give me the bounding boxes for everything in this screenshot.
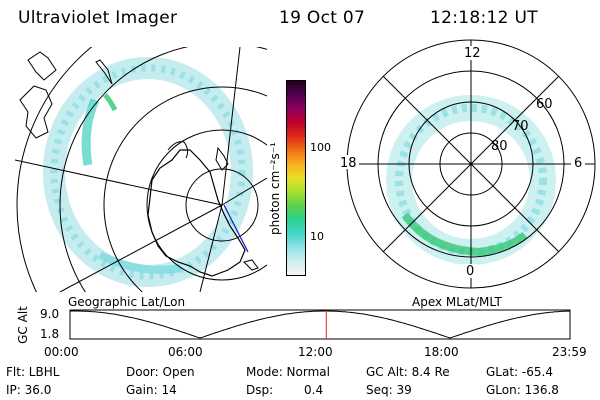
island-1	[95, 59, 113, 85]
auroral-green-patch	[103, 93, 118, 112]
mlt-label-top: 12	[464, 46, 481, 61]
tick-2359: 23:59	[552, 345, 587, 359]
timeline-ymax: 9.0	[40, 307, 60, 321]
lat-circle-2	[146, 129, 267, 281]
time-label: 12:18:12 UT	[430, 8, 538, 28]
colorbar-tick-10: 10	[310, 230, 324, 243]
status-seq: Seq: 39	[366, 383, 412, 397]
status-dsp-label: Dsp:	[246, 383, 274, 397]
auroral-bright-patch	[81, 98, 100, 166]
landmass-nw	[27, 51, 57, 81]
meridian-3	[199, 204, 223, 292]
colorbar	[286, 80, 306, 276]
status-door: Door: Open	[126, 365, 195, 379]
status-gain: Gain: 14	[126, 383, 177, 397]
meridian-5	[221, 47, 241, 206]
status-dsp-value: 0.4	[304, 383, 324, 397]
lat-label-80: 80	[491, 139, 508, 154]
lat-label-70: 70	[512, 119, 529, 134]
lat-circle-5	[16, 47, 93, 292]
tick-0600: 06:00	[168, 345, 203, 359]
apex-green-arc	[401, 212, 528, 257]
island-2	[243, 259, 259, 271]
tick-1200: 12:00	[298, 345, 333, 359]
date-label: 19 Oct 07	[279, 8, 366, 28]
colorbar-unit-label: photon cm⁻²s⁻¹	[268, 142, 282, 235]
auroral-lower-patch	[98, 251, 181, 274]
ice-shelf	[167, 141, 189, 159]
meridian-2	[59, 204, 223, 292]
status-ip: IP: 36.0	[6, 383, 52, 397]
lat-circle-3	[103, 86, 267, 292]
altitude-curve	[69, 310, 570, 339]
status-glat: GLat: -65.4	[486, 365, 553, 379]
instrument-title: Ultraviolet Imager	[18, 8, 178, 28]
lat-circle-4	[59, 47, 267, 292]
south-america-coast	[19, 85, 53, 139]
lat-label-60: 60	[536, 97, 553, 112]
timeline-frame	[69, 309, 571, 340]
tick-0000: 00:00	[44, 345, 79, 359]
satellite-track	[223, 204, 249, 253]
auroral-oval-core	[50, 64, 246, 280]
antarctica-coast	[147, 149, 246, 277]
colorbar-tick-100: 100	[310, 141, 331, 154]
geo-caption: Geographic Lat/Lon	[68, 295, 186, 309]
geographic-map	[15, 47, 267, 292]
lat-circle-1	[185, 168, 259, 242]
meridian-4	[221, 177, 267, 206]
status-gc-alt: GC Alt: 8.4 Re	[366, 365, 450, 379]
peninsula	[215, 146, 229, 171]
status-glon: GLon: 136.8	[486, 383, 559, 397]
status-mode: Mode: Normal	[246, 365, 330, 379]
timeline-ymin: 1.8	[40, 327, 60, 341]
mlt-label-right: 6	[574, 156, 583, 171]
apex-caption: Apex MLat/MLT	[412, 295, 502, 309]
tick-1800: 18:00	[424, 345, 459, 359]
altitude-timeline	[69, 309, 571, 340]
mlt-label-left: 18	[340, 156, 357, 171]
status-flt: Flt: LBHL	[6, 365, 60, 379]
apex-polar-plot	[337, 39, 596, 289]
timeline-axis-label: GC Alt	[16, 306, 30, 344]
mlt-label-bottom: 0	[466, 264, 475, 279]
meridian-1	[15, 159, 223, 206]
